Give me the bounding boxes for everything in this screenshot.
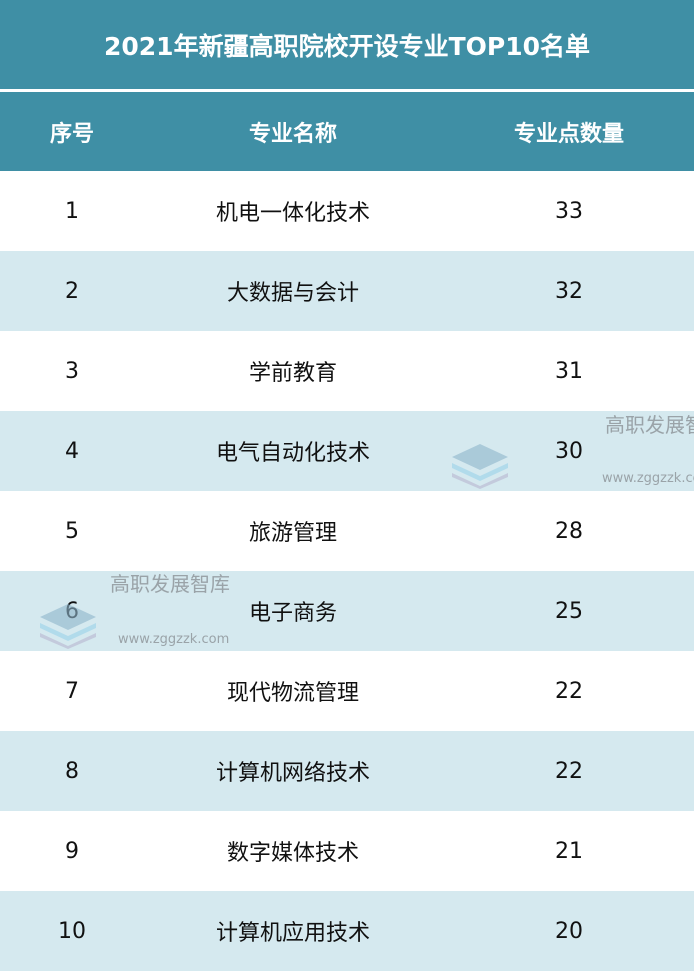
- header-count: 专业点数量: [513, 121, 624, 147]
- count-cell: 22: [555, 758, 583, 784]
- count-cell: 20: [555, 918, 583, 944]
- major-cell: 旅游管理: [248, 521, 337, 546]
- count-cell: 28: [555, 518, 583, 544]
- major-cell: 学前教育: [248, 361, 337, 386]
- table-row: 4 电气自动化技术 30: [0, 411, 694, 491]
- count-cell: 30: [555, 438, 583, 464]
- table-header: 序号 专业名称 专业点数量: [0, 92, 694, 171]
- major-cell: 计算机应用技术: [215, 921, 370, 946]
- table-row: 6 电子商务 25: [0, 571, 694, 651]
- rank-cell: 9: [65, 838, 79, 864]
- count-cell: 25: [555, 598, 583, 624]
- major-cell: 大数据与会计: [226, 281, 359, 306]
- header-rank: 序号: [49, 121, 94, 147]
- table-row: 7 现代物流管理 22: [0, 651, 694, 731]
- rank-cell: 4: [65, 438, 79, 464]
- major-cell: 机电一体化技术: [215, 201, 370, 226]
- major-cell: 电子商务: [248, 601, 337, 626]
- count-cell: 21: [555, 838, 583, 864]
- rank-cell: 2: [65, 278, 79, 304]
- rank-cell: 3: [65, 358, 79, 384]
- count-cell: 22: [555, 678, 583, 704]
- table-row: 8 计算机网络技术 22: [0, 731, 694, 811]
- count-cell: 32: [555, 278, 583, 304]
- table-row: 2 大数据与会计 32: [0, 251, 694, 331]
- table-title: 2021年新疆高职院校开设专业TOP10名单: [0, 0, 694, 89]
- rank-cell: 10: [58, 918, 86, 944]
- table-row: 5 旅游管理 28: [0, 491, 694, 571]
- count-cell: 31: [555, 358, 583, 384]
- count-cell: 33: [555, 198, 583, 224]
- major-cell: 电气自动化技术: [215, 441, 370, 466]
- rank-cell: 5: [65, 518, 79, 544]
- table-row: 10 计算机应用技术 20: [0, 891, 694, 971]
- table-row: 1 机电一体化技术 33: [0, 171, 694, 251]
- major-cell: 数字媒体技术: [226, 841, 359, 866]
- rank-cell: 6: [65, 598, 79, 624]
- header-major: 专业名称: [248, 121, 337, 147]
- rank-cell: 8: [65, 758, 79, 784]
- major-cell: 计算机网络技术: [215, 761, 370, 786]
- rank-cell: 7: [65, 678, 79, 704]
- table-row: 9 数字媒体技术 21: [0, 811, 694, 891]
- table-row: 3 学前教育 31: [0, 331, 694, 411]
- major-cell: 现代物流管理: [226, 681, 359, 706]
- rank-cell: 1: [65, 198, 79, 224]
